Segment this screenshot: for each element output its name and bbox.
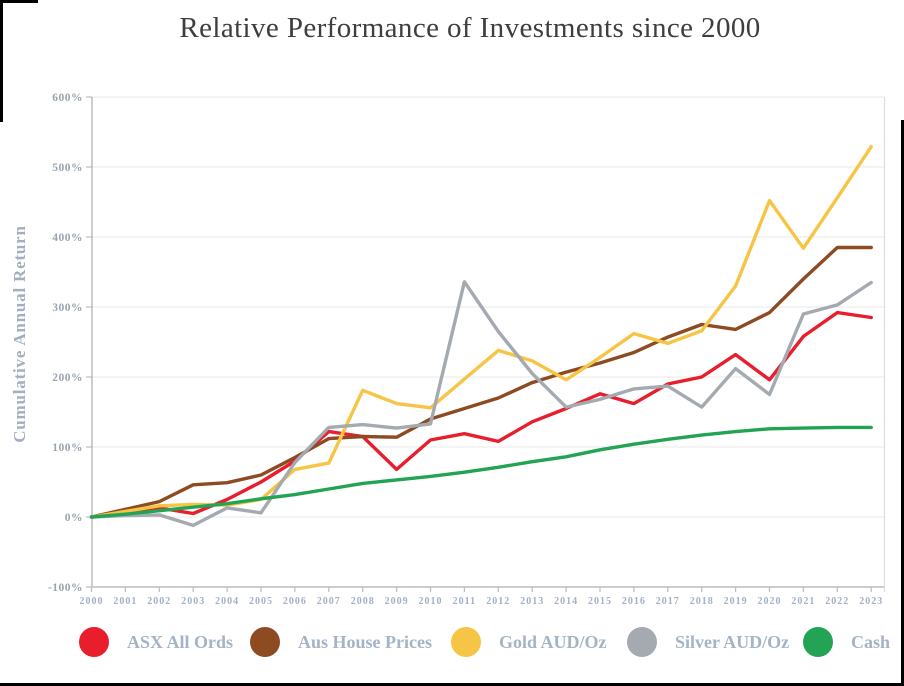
legend-label: Aus House Prices (298, 631, 432, 652)
x-tick-label: 2000 (80, 596, 104, 607)
x-tick-label: 2012 (486, 596, 510, 607)
legend-label: Cash (851, 631, 891, 652)
y-tick-label: 100% (52, 442, 83, 454)
legend-marker-silver-aud-oz (627, 627, 657, 657)
y-tick-label: 600% (52, 92, 83, 104)
legend-label: ASX All Ords (127, 631, 234, 652)
legend: ASX All Ords Aus House Prices Gold AUD/O… (0, 627, 904, 661)
x-tick-label: 2019 (724, 596, 748, 607)
y-tick-label: -100% (48, 582, 83, 594)
x-tick-label: 2023 (859, 596, 883, 607)
legend-label: Silver AUD/Oz (675, 631, 790, 652)
x-tick-label: 2002 (147, 596, 171, 607)
x-tick-label: 2005 (249, 596, 273, 607)
series-line-cash (89, 425, 873, 519)
x-tick-label: 2016 (622, 596, 646, 607)
series-line-silver-aud-oz (89, 280, 873, 528)
y-tick-label: 200% (52, 372, 83, 384)
series-line-gold-aud-oz (89, 144, 873, 519)
y-tick-label: 500% (52, 162, 83, 174)
page-border-right (901, 120, 904, 686)
x-tick-label: 2007 (317, 596, 341, 607)
x-tick-label: 2011 (453, 596, 476, 607)
x-tick-label: 2001 (113, 596, 137, 607)
legend-marker-cash (803, 627, 833, 657)
legend-item-asx-all-ords: ASX All Ords (79, 627, 233, 657)
x-tick-label: 2004 (215, 596, 239, 607)
y-tick-label: 0% (65, 512, 83, 524)
page-border-bottom (0, 683, 904, 686)
series-line-asx-all-ords (89, 310, 873, 519)
x-tick-label: 2008 (351, 596, 375, 607)
chart-title: Relative Performance of Investments sinc… (179, 12, 761, 44)
x-tick-label: 2020 (758, 596, 782, 607)
legend-marker-asx-all-ords (79, 627, 109, 657)
series-line-aus-house-prices (89, 245, 873, 519)
legend-label: Gold AUD/Oz (499, 631, 607, 652)
legend-marker-gold-aud-oz (451, 627, 481, 657)
x-tick-label: 2009 (385, 596, 409, 607)
x-tick-label: 2013 (520, 596, 544, 607)
legend-item-silver-aud-oz: Silver AUD/Oz (627, 627, 789, 657)
y-tick-label: 400% (52, 232, 83, 244)
legend-marker-aus-house-prices (250, 627, 280, 657)
x-tick-label: 2022 (825, 596, 849, 607)
page-border-left (0, 0, 3, 122)
x-tick-label: 2006 (283, 596, 307, 607)
x-tick-label: 2015 (588, 596, 612, 607)
x-tick-label: 2014 (554, 596, 578, 607)
legend-item-aus-house-prices: Aus House Prices (250, 627, 432, 657)
legend-item-cash: Cash (803, 627, 890, 657)
x-tick-label: 2018 (690, 596, 714, 607)
x-tick-label: 2017 (656, 596, 680, 607)
x-tick-label: 2003 (181, 596, 205, 607)
page-border-top (0, 0, 38, 3)
y-tick-label: 300% (52, 302, 83, 314)
x-tick-label: 2021 (791, 596, 815, 607)
x-tick-label: 2010 (419, 596, 443, 607)
legend-item-gold-aud-oz: Gold AUD/Oz (451, 627, 607, 657)
